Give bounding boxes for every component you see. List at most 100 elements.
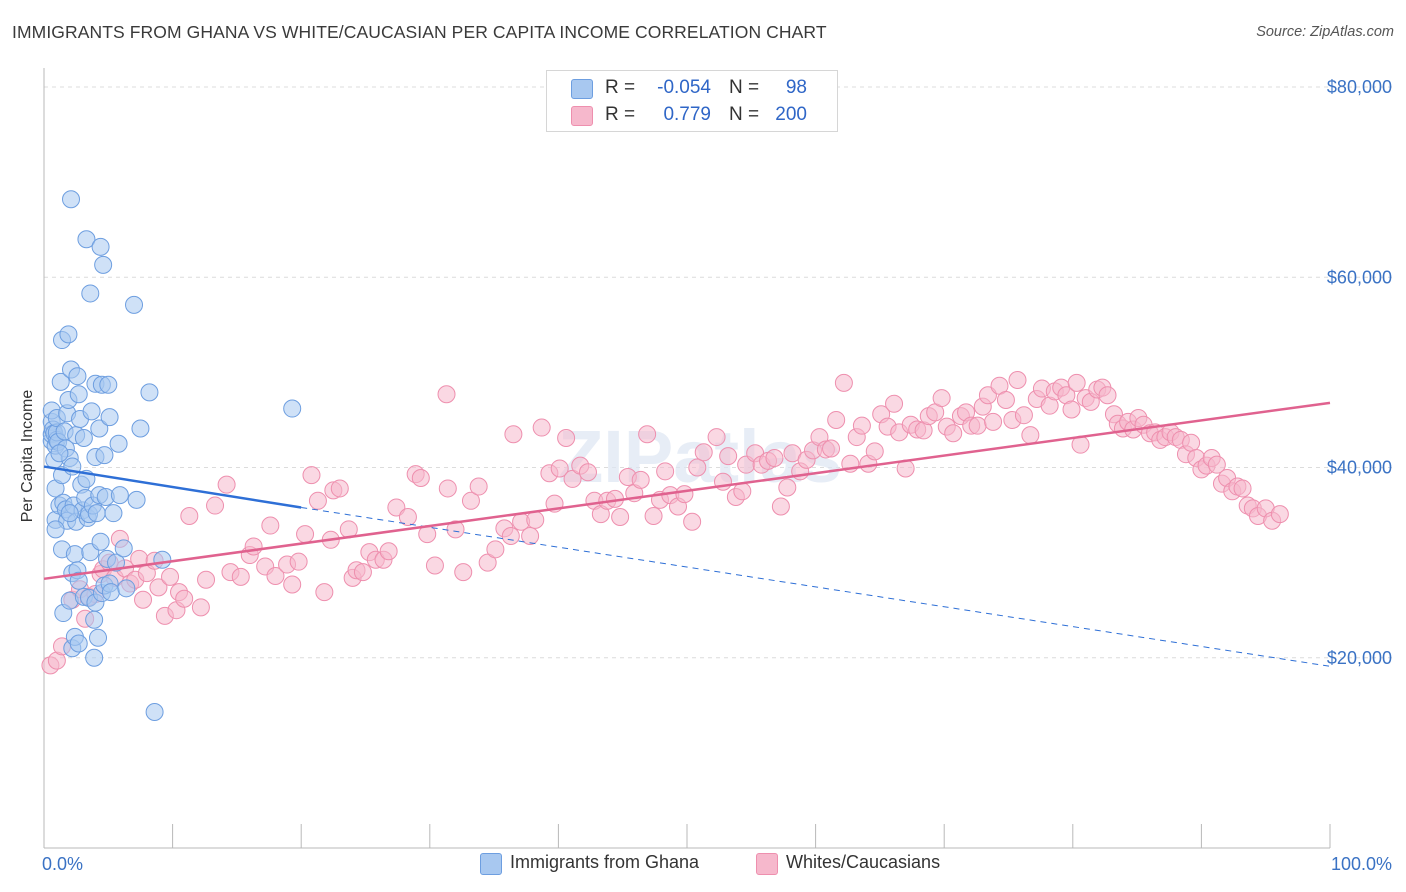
- data-point-whites: [834, 373, 853, 392]
- data-point-ghana: [109, 434, 128, 453]
- data-point-ghana: [85, 648, 104, 667]
- trendline-ghana-extension: [301, 506, 1331, 667]
- data-point-ghana: [145, 702, 164, 721]
- data-point-ghana: [110, 486, 129, 505]
- data-point-whites: [557, 429, 576, 448]
- data-point-whites: [631, 470, 650, 489]
- x-tick-label: 0.0%: [42, 854, 83, 874]
- data-point-whites: [231, 567, 250, 586]
- axes: [43, 68, 1331, 849]
- data-point-whites: [1067, 373, 1086, 392]
- data-point-ghana: [85, 610, 104, 629]
- trendline-ghana: [43, 465, 302, 509]
- data-point-whites: [478, 553, 497, 572]
- legend-n-value: 200: [775, 104, 807, 125]
- data-point-whites: [719, 447, 738, 466]
- data-point-whites: [191, 598, 210, 617]
- data-point-ghana: [100, 408, 119, 427]
- data-point-ghana: [94, 255, 113, 274]
- data-point-ghana: [89, 628, 108, 647]
- data-point-whites: [1182, 433, 1201, 452]
- data-point-ghana: [62, 190, 81, 209]
- data-point-ghana: [68, 367, 87, 386]
- legend-swatch-whites: [571, 106, 593, 126]
- data-point-ghana: [69, 634, 88, 653]
- data-point-whites: [149, 578, 168, 597]
- data-point-whites: [134, 590, 153, 609]
- data-point-whites: [656, 462, 675, 481]
- data-point-whites: [302, 466, 321, 485]
- data-point-ghana: [69, 571, 88, 590]
- data-point-ghana: [91, 237, 110, 256]
- data-point-ghana: [90, 419, 109, 438]
- data-point-whites: [289, 552, 308, 571]
- legend-r-value: 0.779: [663, 104, 711, 125]
- data-point-whites: [1008, 371, 1027, 389]
- legend-n-label: N =: [729, 77, 760, 98]
- legend-swatch-ghana: [571, 79, 593, 99]
- data-point-whites: [694, 443, 713, 462]
- data-point-whites: [486, 540, 505, 559]
- data-point-ghana: [50, 444, 69, 463]
- data-point-whites: [822, 439, 841, 458]
- data-point-ghana: [95, 446, 114, 465]
- data-point-whites: [978, 386, 997, 405]
- data-point-ghana: [69, 385, 88, 404]
- data-point-whites: [733, 482, 752, 501]
- data-point-ghana: [81, 284, 100, 303]
- data-point-ghana: [87, 504, 106, 523]
- series-ghana-points: [42, 190, 302, 721]
- data-point-whites: [175, 589, 194, 608]
- data-point-whites: [827, 410, 846, 429]
- data-point-whites: [984, 412, 1003, 431]
- data-point-whites: [968, 416, 987, 435]
- data-point-ghana: [77, 230, 96, 249]
- series-whites-points: [41, 371, 1289, 675]
- legend-row-whites: R = 0.779 N = 200: [547, 102, 837, 128]
- data-point-ghana: [74, 429, 93, 448]
- y-tick-label: $80,000: [1327, 77, 1392, 97]
- data-point-ghana: [82, 402, 101, 421]
- data-point-whites: [1062, 400, 1081, 419]
- data-point-ghana: [127, 490, 146, 509]
- data-point-ghana: [51, 372, 70, 391]
- data-point-whites: [197, 570, 216, 589]
- data-point-whites: [550, 459, 569, 478]
- legend-swatch-whites: [756, 853, 778, 875]
- data-point-whites: [521, 527, 540, 545]
- data-point-whites: [266, 566, 285, 585]
- data-point-ghana: [101, 583, 120, 602]
- data-point-whites: [353, 563, 372, 582]
- data-point-ghana: [65, 545, 84, 564]
- data-point-whites: [504, 425, 523, 444]
- data-point-ghana: [117, 579, 136, 598]
- data-point-whites: [885, 394, 904, 413]
- y-tick-label: $40,000: [1327, 458, 1392, 478]
- y-tick-labels: $20,000 $40,000 $60,000 $80,000: [1327, 77, 1392, 668]
- legend-label-ghana: Immigrants from Ghana: [510, 852, 700, 872]
- data-point-whites: [1021, 426, 1040, 445]
- data-point-whites: [411, 468, 430, 487]
- data-point-ghana: [131, 419, 150, 438]
- data-point-whites: [765, 449, 784, 467]
- legend-r-label: R =: [605, 104, 636, 125]
- trend-lines: [43, 401, 1331, 667]
- data-point-whites: [206, 496, 225, 515]
- data-point-whites: [425, 556, 444, 575]
- legend-r-label: R =: [605, 77, 636, 98]
- data-point-ghana: [59, 325, 78, 344]
- legend-r-value: -0.054: [657, 77, 711, 98]
- data-point-whites: [387, 498, 406, 517]
- data-point-whites: [1207, 455, 1226, 474]
- data-point-ghana: [153, 550, 172, 569]
- data-point-ghana: [107, 553, 126, 572]
- data-point-whites: [469, 477, 488, 496]
- source-credit: Source: ZipAtlas.com: [1256, 24, 1394, 40]
- data-point-whites: [308, 491, 327, 510]
- data-point-whites: [438, 479, 457, 498]
- data-point-whites: [638, 425, 657, 444]
- data-point-whites: [526, 510, 545, 529]
- data-point-whites: [778, 478, 797, 497]
- data-point-whites: [283, 575, 302, 594]
